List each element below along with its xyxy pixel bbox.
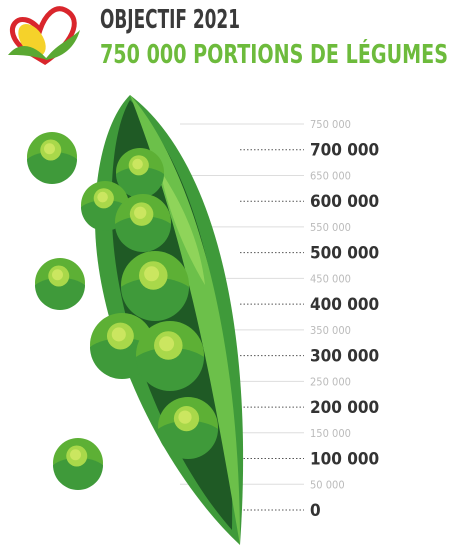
pea-shine <box>132 159 143 170</box>
minor-label: 550 000 <box>310 221 351 234</box>
logo <box>8 9 80 62</box>
pea-shine <box>70 449 81 460</box>
pea-shine <box>112 327 126 341</box>
pea-shine <box>97 192 108 203</box>
minor-label: 650 000 <box>310 169 351 182</box>
major-label: 0 <box>310 501 321 521</box>
minor-label: 750 000 <box>310 118 351 131</box>
minor-label: 250 000 <box>310 375 351 388</box>
pea-shine <box>144 266 159 281</box>
major-label: 600 000 <box>310 192 379 212</box>
minor-label: 450 000 <box>310 272 351 285</box>
minor-label: 350 000 <box>310 324 351 337</box>
pea-shine <box>44 143 55 154</box>
subtitle: 750 000 PORTIONS DE LÉGUMES <box>100 38 448 70</box>
title: OBJECTIF 2021 <box>100 5 240 35</box>
minor-label: 150 000 <box>310 427 351 440</box>
major-label: 400 000 <box>310 295 379 315</box>
minor-label: 50 000 <box>310 478 345 491</box>
major-label: 700 000 <box>310 141 379 161</box>
pea-shine <box>159 336 174 351</box>
major-label: 300 000 <box>310 347 379 367</box>
major-label: 200 000 <box>310 398 379 418</box>
major-label: 100 000 <box>310 450 379 470</box>
pea-shine <box>52 269 63 280</box>
major-label: 500 000 <box>310 244 379 264</box>
pea-shine <box>134 207 146 219</box>
pea-shine <box>178 411 191 424</box>
infographic: OBJECTIF 2021 750 000 PORTIONS DE LÉGUME… <box>0 0 460 552</box>
